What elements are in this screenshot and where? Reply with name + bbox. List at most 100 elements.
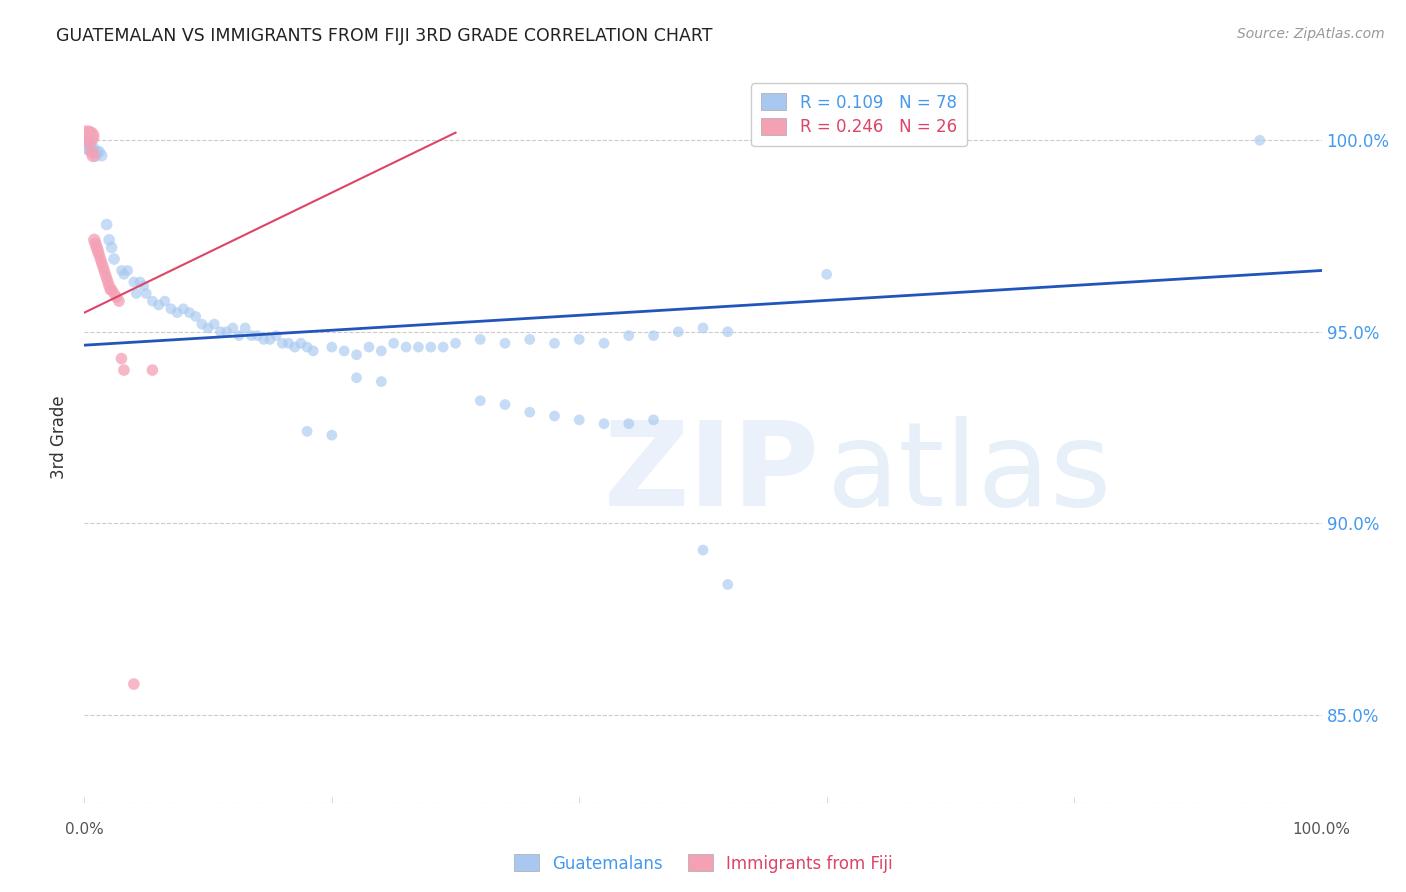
Point bbox=[90, 256, 112, 270]
Point bbox=[295, 340, 318, 354]
Point bbox=[717, 577, 740, 591]
Point bbox=[112, 363, 135, 377]
Point bbox=[228, 328, 250, 343]
Point bbox=[284, 340, 307, 354]
Point bbox=[117, 263, 139, 277]
Point bbox=[96, 218, 118, 232]
Point bbox=[643, 328, 665, 343]
Text: GUATEMALAN VS IMMIGRANTS FROM FIJI 3RD GRADE CORRELATION CHART: GUATEMALAN VS IMMIGRANTS FROM FIJI 3RD G… bbox=[56, 27, 713, 45]
Point bbox=[125, 286, 148, 301]
Point bbox=[543, 336, 565, 351]
Point bbox=[290, 336, 312, 351]
Point bbox=[141, 363, 163, 377]
Point bbox=[96, 271, 118, 285]
Point bbox=[179, 305, 201, 319]
Point bbox=[103, 252, 125, 266]
Point bbox=[82, 148, 104, 162]
Point bbox=[83, 233, 105, 247]
Text: ZIP: ZIP bbox=[605, 417, 820, 531]
Point bbox=[617, 417, 640, 431]
Point bbox=[141, 294, 163, 309]
Point bbox=[543, 409, 565, 423]
Point bbox=[172, 301, 194, 316]
Point bbox=[519, 405, 541, 419]
Text: atlas: atlas bbox=[827, 417, 1112, 531]
Point bbox=[122, 275, 145, 289]
Point bbox=[346, 348, 368, 362]
Point bbox=[90, 148, 112, 162]
Point bbox=[94, 268, 117, 282]
Point bbox=[333, 343, 356, 358]
Point bbox=[89, 248, 111, 262]
Point bbox=[153, 294, 176, 309]
Point bbox=[253, 333, 276, 347]
Point bbox=[519, 333, 541, 347]
Point bbox=[692, 543, 714, 558]
Point bbox=[166, 305, 188, 319]
Point bbox=[112, 268, 135, 282]
Point bbox=[222, 321, 245, 335]
Point bbox=[86, 240, 108, 254]
Point bbox=[357, 340, 380, 354]
Point bbox=[98, 233, 121, 247]
Point bbox=[302, 343, 325, 358]
Point bbox=[432, 340, 454, 354]
Point bbox=[202, 317, 225, 331]
Point bbox=[233, 321, 256, 335]
Point bbox=[87, 244, 110, 259]
Point bbox=[815, 268, 838, 282]
Point bbox=[93, 263, 115, 277]
Point bbox=[295, 425, 318, 439]
Point bbox=[160, 301, 183, 316]
Point bbox=[135, 286, 157, 301]
Point bbox=[184, 310, 207, 324]
Point bbox=[321, 428, 343, 442]
Point bbox=[79, 129, 101, 144]
Point bbox=[1249, 133, 1271, 147]
Point bbox=[100, 240, 122, 254]
Point bbox=[79, 141, 101, 155]
Point bbox=[100, 283, 122, 297]
Point bbox=[84, 148, 107, 162]
Point bbox=[346, 370, 368, 384]
Point bbox=[395, 340, 418, 354]
Legend: Guatemalans, Immigrants from Fiji: Guatemalans, Immigrants from Fiji bbox=[508, 847, 898, 880]
Point bbox=[568, 333, 591, 347]
Point bbox=[191, 317, 214, 331]
Point bbox=[98, 278, 121, 293]
Point bbox=[321, 340, 343, 354]
Point bbox=[129, 275, 152, 289]
Point bbox=[108, 294, 131, 309]
Point bbox=[240, 328, 263, 343]
Point bbox=[277, 336, 299, 351]
Text: 0.0%: 0.0% bbox=[65, 822, 104, 837]
Text: 100.0%: 100.0% bbox=[1292, 822, 1351, 837]
Point bbox=[470, 333, 492, 347]
Point bbox=[382, 336, 405, 351]
Point bbox=[370, 343, 392, 358]
Point bbox=[132, 278, 155, 293]
Point bbox=[110, 263, 132, 277]
Legend: R = 0.109   N = 78, R = 0.246   N = 26: R = 0.109 N = 78, R = 0.246 N = 26 bbox=[751, 83, 967, 146]
Point bbox=[370, 375, 392, 389]
Point bbox=[97, 275, 120, 289]
Point bbox=[80, 145, 103, 159]
Y-axis label: 3rd Grade: 3rd Grade bbox=[51, 395, 69, 479]
Point bbox=[89, 145, 111, 159]
Point bbox=[494, 398, 516, 412]
Point bbox=[666, 325, 689, 339]
Point bbox=[89, 252, 111, 266]
Text: Source: ZipAtlas.com: Source: ZipAtlas.com bbox=[1237, 27, 1385, 41]
Point bbox=[617, 328, 640, 343]
Point bbox=[246, 328, 269, 343]
Point bbox=[77, 141, 100, 155]
Point bbox=[122, 677, 145, 691]
Point bbox=[103, 286, 125, 301]
Point bbox=[76, 129, 98, 144]
Point bbox=[197, 321, 219, 335]
Point bbox=[271, 336, 294, 351]
Point bbox=[593, 336, 616, 351]
Point bbox=[692, 321, 714, 335]
Point bbox=[419, 340, 441, 354]
Point bbox=[470, 393, 492, 408]
